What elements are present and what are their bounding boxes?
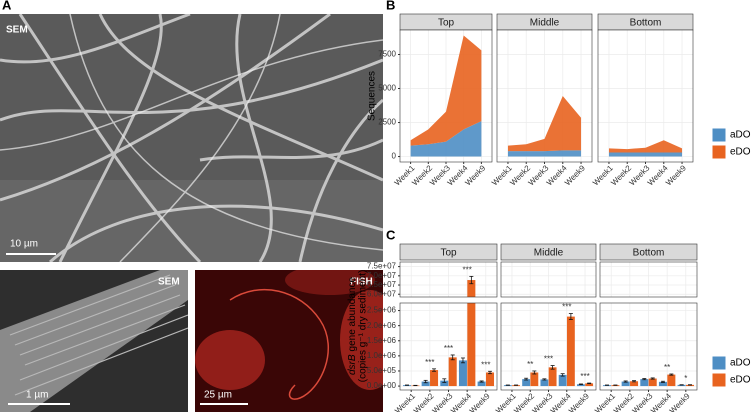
scale-label: 10 µm [10,239,38,250]
facet-label: Middle [534,248,564,259]
y-axis-label: Sequences [367,71,378,121]
bar [685,384,695,387]
panel-border [599,261,698,298]
legend-swatch [711,144,727,160]
x-tick-label: Week9 [563,163,587,187]
bar [548,367,557,387]
bar [658,381,667,387]
legend-label: eDO [730,375,751,386]
panel-letter: C [386,227,396,242]
y-tick-label: 7.0e+07 [367,271,397,280]
bar [477,381,486,387]
bar [585,383,594,387]
bar [530,372,539,387]
y-tick-label: 1.0e+06 [367,351,397,360]
y-tick-label: 2.0e+06 [367,321,397,330]
bar [558,374,567,387]
significance-label: *** [580,372,589,381]
significance-label: * [684,374,687,383]
bar [485,372,495,387]
y-tick-label: 6.0e+07 [367,289,397,298]
bar [566,316,575,387]
area [410,35,482,146]
significance-label: *** [481,360,490,369]
significance-label: *** [544,355,553,364]
bar [540,379,549,387]
facet-label: Top [440,248,457,259]
significance-label: ** [664,363,670,372]
sem-detail-image [0,270,188,412]
facet-strip [599,243,698,261]
x-tick-label: Week9 [567,391,591,412]
significance-label: *** [444,344,453,353]
panel-border [500,261,597,298]
image-label: FISH [350,277,373,288]
legend-label: eDO [730,147,751,158]
y-axis-label: dsrB gene abundance [347,277,358,376]
bar [467,280,476,297]
area [608,152,683,157]
significance-label: ** [527,360,533,369]
area [507,150,582,157]
bar [522,379,531,387]
y-tick-label: 2500 [378,118,396,127]
y-tick-label: 2.5e+06 [367,306,397,315]
bar [640,379,649,387]
bar [667,374,676,387]
facet-label: Bottom [630,18,662,29]
bar [621,381,630,387]
x-tick-label: Week9 [668,391,692,412]
y-tick-label: 5.0e+05 [367,366,397,375]
legend-swatch [711,372,727,388]
facet-label: Bottom [633,248,665,259]
y-tick-label: 6.5e+07 [367,280,397,289]
scale-label: 1 µm [26,390,48,401]
facet-label: Middle [530,18,560,29]
legend-label: aDO [730,358,751,369]
bar [648,378,657,387]
panel-letter: B [386,0,395,12]
fish-image [195,270,383,412]
image-label: SEM [158,277,180,288]
significance-label: *** [562,303,571,312]
bar [467,303,476,387]
y-tick-label: 7.5e+07 [367,262,397,271]
bar [677,384,686,387]
y-axis-label-gene: dsrB [347,354,358,375]
bar [440,380,449,387]
bar [630,381,639,387]
x-tick-label: Week9 [468,391,492,412]
facet-label: Top [438,18,455,29]
legend-swatch [711,127,727,143]
facet-strip [500,243,597,261]
y-tick-label: 0.0e+00 [367,381,397,390]
bar [421,381,430,387]
bar [430,370,439,387]
y-tick-label: 1.5e+06 [367,336,397,345]
bar [448,357,457,387]
panel-border [399,261,498,298]
sem-image [0,14,383,262]
y-tick-label: 0 [392,152,397,161]
y-axis-label-text: gene abundance [347,277,358,352]
x-tick-label: Week9 [664,163,688,187]
y-tick-label: 7500 [378,50,396,59]
legend-label: aDO [730,130,751,141]
area [507,96,582,152]
significance-label: *** [462,265,471,274]
panel-letter: A [2,0,12,12]
legend-swatch [711,355,727,371]
x-tick-label: Week9 [463,163,487,187]
facet-strip [399,243,498,261]
image-label: SEM [6,25,28,36]
significance-label: *** [425,358,434,367]
bar [577,384,585,387]
bar [458,360,467,387]
y-axis-label: (copies g⁻¹ dry sediment) [358,270,369,383]
y-tick-label: 5000 [378,84,396,93]
area [608,140,683,153]
scale-label: 25 µm [204,390,232,401]
area [410,121,482,157]
